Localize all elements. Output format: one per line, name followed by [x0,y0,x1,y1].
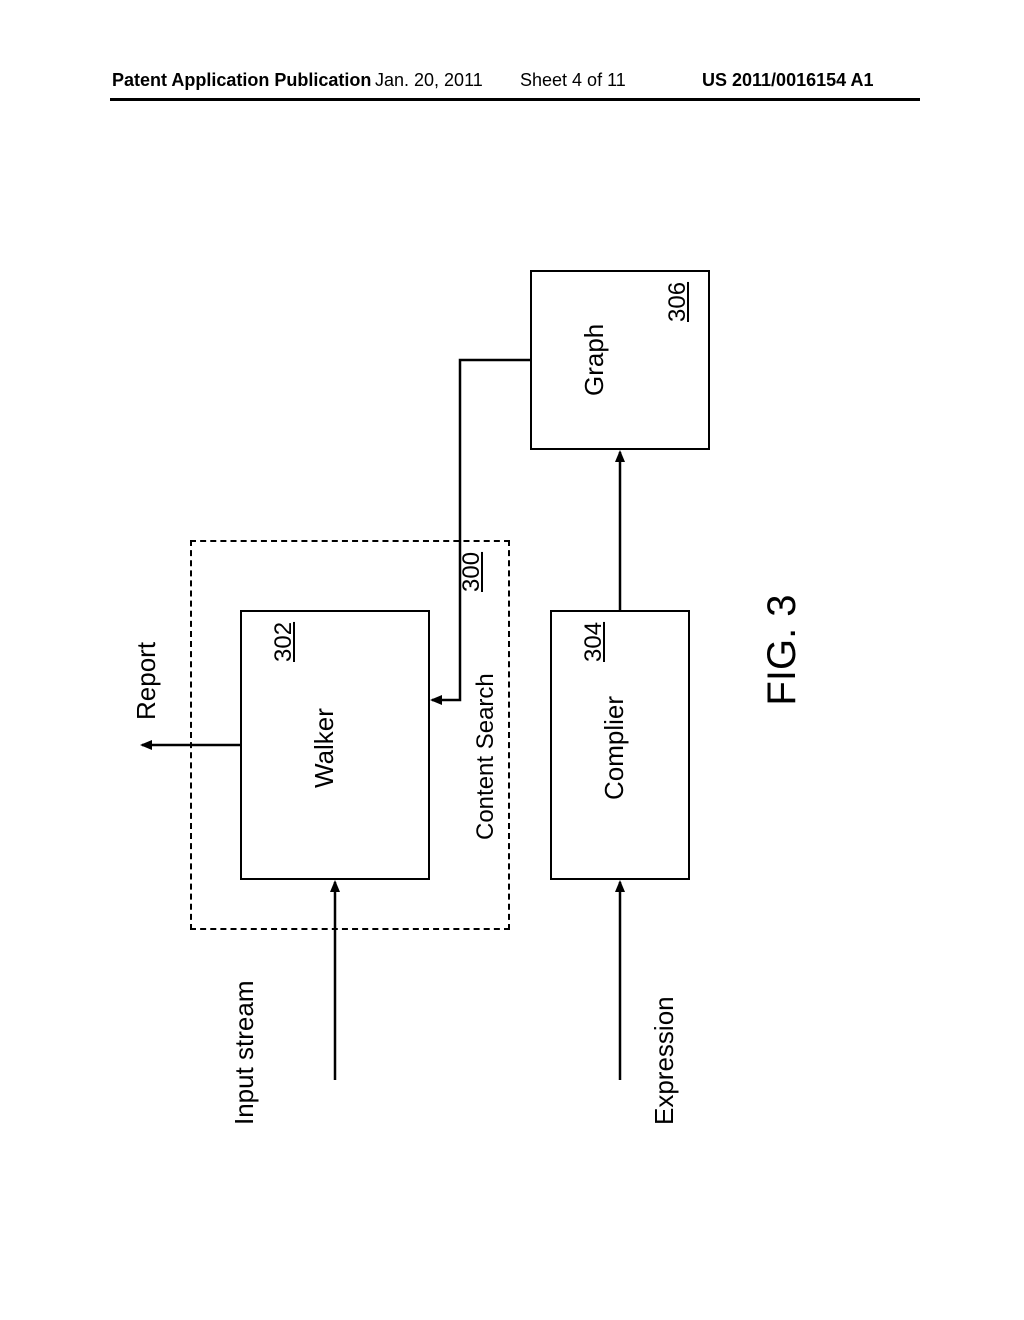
header-left: Patent Application Publication [112,70,371,91]
page: Patent Application Publication Jan. 20, … [0,0,1024,1320]
figure-caption: FIG. 3 [720,160,840,1140]
diagram-stage: Content Search 300 Walker 302 Complier 3… [160,160,700,1140]
arrows-layer [160,160,700,1140]
figure-region: Content Search 300 Walker 302 Complier 3… [160,160,700,1140]
report-label: Report [132,642,161,720]
figure-caption-region: FIG. 3 [720,160,840,1140]
header-pubno: US 2011/0016154 A1 [702,70,873,91]
arrow-graph-to-walker [432,360,530,700]
header-sheet: Sheet 4 of 11 [520,70,626,91]
header-date: Jan. 20, 2011 [375,70,483,91]
header-rule [110,98,920,101]
